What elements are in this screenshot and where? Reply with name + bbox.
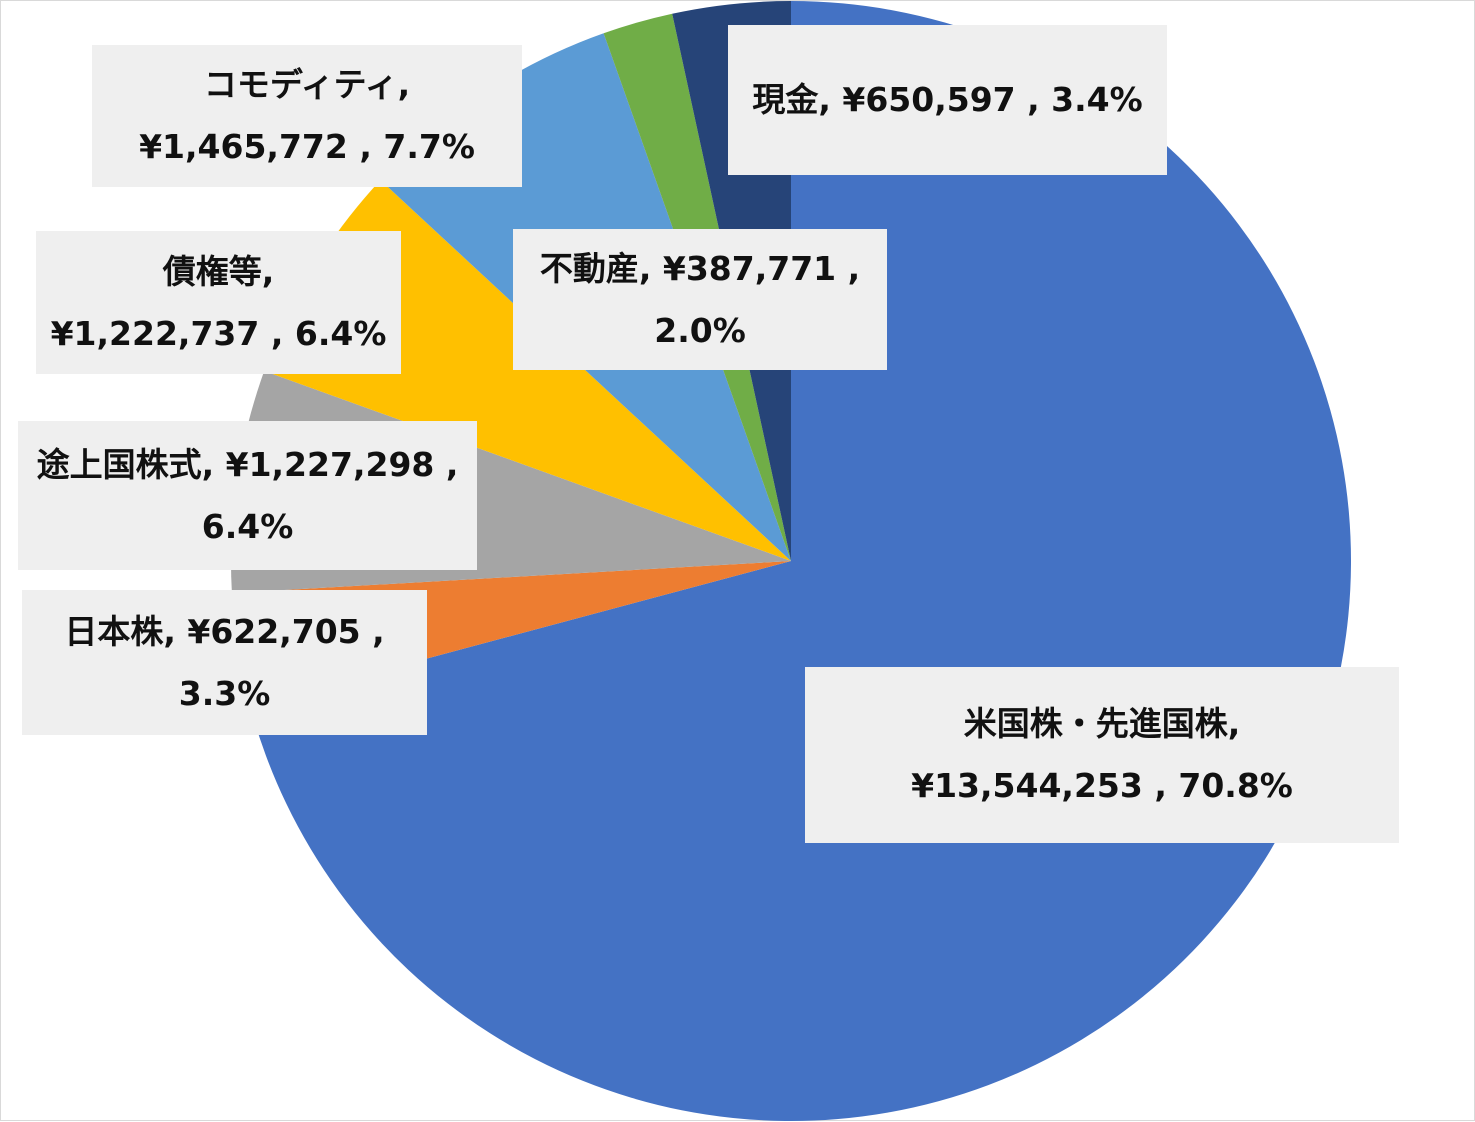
data-label-line: ¥1,222,737 , 6.4% [50, 313, 387, 353]
data-label-line: 不動産, ¥387,771 , [539, 248, 861, 288]
data-label-line: 途上国株式, ¥1,227,298 , [36, 444, 459, 484]
data-label-line: 米国株・先進国株, [963, 704, 1241, 743]
data-label-line: 6.4% [201, 506, 294, 546]
data-label-line: ¥13,544,253 , 70.8% [911, 766, 1293, 805]
data-label-japan-stocks: 日本株, ¥622,705 , 3.3% [22, 590, 427, 735]
data-label-line: 債権等, [162, 251, 275, 291]
data-label-line: 日本株, ¥622,705 , [64, 611, 385, 651]
data-label-emerging-stocks: 途上国株式, ¥1,227,298 , 6.4% [18, 421, 477, 570]
data-label-real-estate: 不動産, ¥387,771 , 2.0% [513, 229, 887, 370]
data-label-commodities: コモディティ, ¥1,465,772 , 7.7% [92, 45, 522, 187]
data-label-line: 3.3% [178, 673, 271, 713]
data-label-line: 2.0% [654, 310, 746, 350]
data-label-line: 現金, ¥650,597 , 3.4% [752, 80, 1143, 119]
data-label-cash: 現金, ¥650,597 , 3.4% [728, 25, 1167, 175]
data-label-bonds: 債権等, ¥1,222,737 , 6.4% [36, 231, 401, 374]
data-label-line: コモディティ, [203, 65, 411, 104]
data-label-line: ¥1,465,772 , 7.7% [139, 127, 475, 166]
data-label-us-developed-stocks: 米国株・先進国株, ¥13,544,253 , 70.8% [805, 667, 1399, 843]
